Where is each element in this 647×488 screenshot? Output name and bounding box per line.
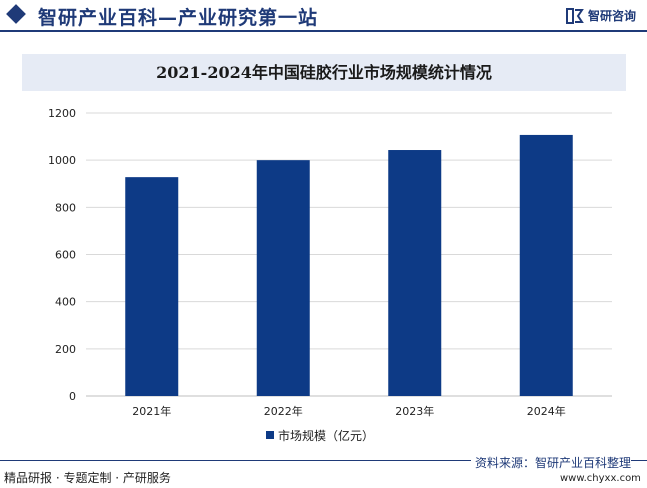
legend-label: 市场规模（亿元） [278, 429, 375, 443]
footer-divider [0, 460, 647, 461]
logo-icon [566, 8, 584, 24]
page-header: 智研产业百科—产业研究第一站 [0, 0, 647, 34]
x-tick-label: 2024年 [527, 404, 566, 418]
footer-url[interactable]: www.chyxx.com [560, 473, 641, 484]
y-tick-label: 800 [55, 201, 76, 214]
bar [125, 177, 179, 396]
x-tick-label: 2022年 [264, 404, 303, 418]
y-tick-label: 200 [55, 343, 76, 356]
y-tick-label: 400 [55, 296, 76, 309]
legend-swatch [266, 431, 274, 439]
bar [519, 134, 573, 396]
brand-logo[interactable]: 智研咨询 [566, 7, 642, 25]
x-tick-label: 2023年 [395, 404, 434, 418]
footer-source: 资料来源：智研产业百科整理 [471, 454, 632, 471]
header-divider [0, 30, 647, 32]
x-tick-label: 2021年 [132, 404, 171, 418]
footer-services: 精品研报 · 专题定制 · 产研服务 [4, 471, 171, 485]
y-tick-label: 600 [55, 249, 76, 262]
chart-title-band: 2021-2024年中国硅胶行业市场规模统计情况 [22, 54, 626, 91]
diamond-icon [6, 4, 26, 24]
y-tick-label: 1000 [48, 154, 76, 167]
logo-text: 智研咨询 [588, 9, 637, 23]
bar-chart: 0 200 400 600 800 1000 1200 2021年 2022年 2023年 2024… [48, 107, 612, 418]
header-title: 智研产业百科—产业研究第一站 [38, 7, 319, 29]
y-tick-label: 1200 [48, 107, 76, 120]
bar [388, 150, 442, 396]
y-tick-label: 0 [69, 390, 76, 403]
chart-title: 2021-2024年中国硅胶行业市场规模统计情况 [156, 63, 492, 82]
bar [256, 160, 310, 396]
